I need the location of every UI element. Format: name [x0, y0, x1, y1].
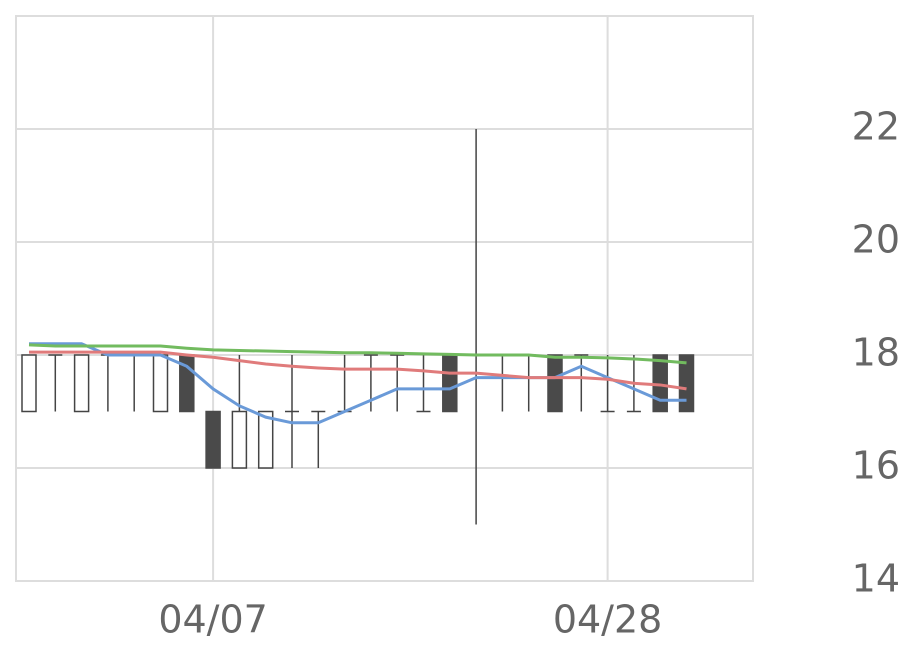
candle-body	[231, 410, 248, 469]
y-tick-label: 16	[852, 444, 900, 488]
candle-body	[547, 354, 563, 413]
candle-body	[257, 410, 274, 469]
plot-frame	[15, 15, 754, 582]
candle-body	[678, 354, 695, 413]
x-tick-label: 04/28	[553, 598, 663, 642]
candle-body	[152, 354, 169, 413]
moving-average-line	[29, 350, 687, 391]
candle-body	[21, 354, 37, 413]
candle-body	[205, 410, 221, 469]
moving-average-line	[28, 343, 687, 365]
y-tick-label: 14	[852, 557, 900, 601]
x-tick-label: 04/07	[158, 598, 268, 642]
candle-body	[442, 354, 458, 413]
candle-body	[73, 354, 90, 413]
y-tick-label: 22	[852, 105, 900, 149]
y-tick-label: 20	[852, 218, 900, 262]
moving-average-line	[29, 342, 687, 425]
y-tick-label: 18	[852, 331, 900, 375]
